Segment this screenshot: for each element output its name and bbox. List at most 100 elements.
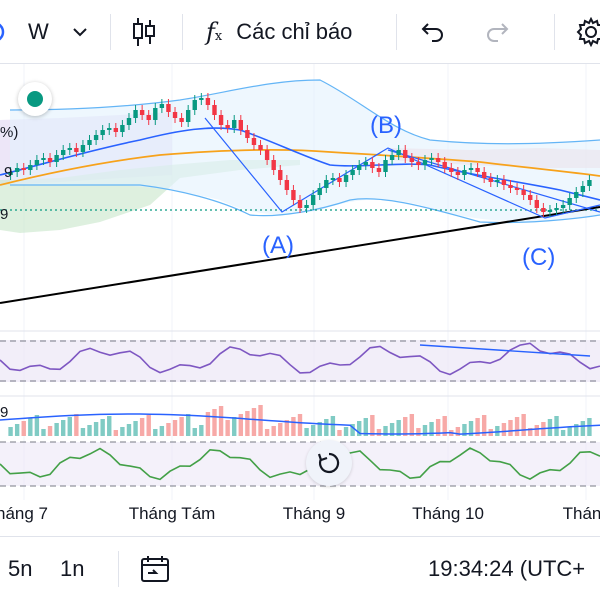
- candle-body: [21, 168, 26, 170]
- candle-body: [574, 192, 579, 198]
- volume-bar: [481, 415, 487, 436]
- candle-body: [495, 180, 500, 182]
- candle-body: [8, 172, 13, 175]
- candle-body: [93, 135, 99, 140]
- volume-bar: [28, 418, 33, 436]
- volume-bar: [389, 423, 395, 436]
- volume-bar: [146, 415, 151, 436]
- candle-body: [251, 138, 257, 145]
- undo-icon[interactable]: [420, 0, 446, 64]
- candle-body: [87, 140, 92, 145]
- candle-body: [389, 155, 395, 160]
- candle-body: [541, 208, 546, 212]
- xaxis-label-1: háng 7: [0, 504, 48, 523]
- reset-icon[interactable]: [306, 440, 352, 486]
- osc-line: [0, 447, 600, 481]
- candle-body: [383, 160, 388, 172]
- gear-icon[interactable]: [576, 0, 600, 64]
- candle-body: [488, 178, 493, 182]
- volume-bar: [521, 414, 526, 436]
- wave-label-a: (A): [262, 232, 294, 259]
- candle-body: [422, 160, 428, 165]
- xaxis-label-4: Tháng 10: [412, 504, 484, 523]
- volume-bar: [363, 418, 368, 436]
- volume-ma: [0, 413, 600, 435]
- volume-bar: [337, 430, 342, 436]
- volume-bar: [120, 427, 125, 436]
- volume-bar: [330, 416, 336, 436]
- volume-bar: [238, 414, 243, 436]
- candle-body: [61, 150, 66, 155]
- symbol-icon[interactable]: [0, 0, 8, 64]
- candle-body: [462, 170, 467, 175]
- candle-body: [218, 115, 224, 125]
- candles-icon[interactable]: [130, 0, 158, 64]
- candle-body: [120, 125, 125, 132]
- candle-body: [225, 125, 230, 128]
- candle-body: [159, 104, 165, 108]
- edge-label-9c: 9: [0, 404, 9, 421]
- volume-bar: [218, 406, 224, 436]
- volume-bar: [442, 416, 447, 436]
- volume-bar: [225, 420, 230, 436]
- candle-body: [100, 130, 105, 135]
- volume-bar: [508, 420, 513, 436]
- range-1y-button[interactable]: 1n: [60, 537, 84, 601]
- clock-time[interactable]: 19:34:24 (UTC+: [428, 537, 585, 601]
- volume-bar: [574, 424, 579, 436]
- rsi-band: [0, 340, 600, 382]
- wave-label-b: (B): [370, 112, 402, 139]
- chart-area[interactable]: (A) (B) (C) %) 9 9 9: [0, 64, 600, 534]
- trendline: [0, 206, 600, 304]
- candle-body: [547, 210, 553, 212]
- volume-bar: [126, 424, 132, 436]
- candle-body: [284, 180, 290, 190]
- candle-body: [501, 180, 507, 185]
- candle-body: [126, 118, 132, 125]
- candle-body: [435, 158, 441, 162]
- candle-body: [67, 148, 72, 150]
- volume-bar: [383, 426, 388, 436]
- xaxis-label-5: Thán: [562, 504, 600, 523]
- candle-body: [350, 170, 355, 175]
- volume-bar: [429, 422, 434, 436]
- candle-body: [396, 150, 401, 155]
- candle-body: [47, 158, 53, 162]
- edge-label-9a: 9: [4, 164, 13, 181]
- candle-body: [232, 120, 237, 128]
- candle-body: [324, 180, 329, 188]
- volume-bar: [297, 414, 303, 436]
- volume-bar: [528, 428, 533, 436]
- candle-body: [304, 205, 309, 208]
- candle-body: [297, 200, 303, 208]
- candle-body: [521, 190, 526, 195]
- candle-body: [271, 160, 276, 170]
- status-dot[interactable]: [18, 82, 52, 116]
- calendar-icon[interactable]: [140, 537, 170, 601]
- indicators-label: Các chỉ báo: [236, 19, 353, 44]
- volume-bar: [251, 408, 257, 436]
- volume-bar: [317, 422, 322, 436]
- interval-button[interactable]: W: [28, 0, 49, 64]
- volume-bar: [396, 420, 401, 436]
- volume-bar: [278, 423, 283, 436]
- indicators-button[interactable]: fx Các chỉ báo: [206, 0, 352, 64]
- candle-body: [133, 110, 138, 118]
- candle-body: [587, 180, 592, 186]
- volume-bar: [403, 417, 408, 436]
- volume-bar: [416, 428, 421, 436]
- edge-label-pct: %): [0, 124, 19, 141]
- volume-bar: [370, 415, 375, 436]
- volume-bar: [587, 418, 592, 436]
- candle-body: [416, 162, 421, 165]
- volume-bar: [166, 423, 171, 436]
- chevron-down-icon[interactable]: [72, 0, 88, 64]
- rsi-divergence-line: [419, 344, 591, 357]
- redo-icon[interactable]: [484, 0, 510, 64]
- bottom-toolbar: 5n 1n 19:34:24 (UTC+: [0, 536, 600, 600]
- candle-body: [468, 168, 474, 170]
- range-5y-button[interactable]: 5n: [8, 537, 32, 601]
- volume-bar: [462, 424, 467, 436]
- volume-bar: [291, 417, 296, 436]
- volume-bar: [501, 423, 507, 436]
